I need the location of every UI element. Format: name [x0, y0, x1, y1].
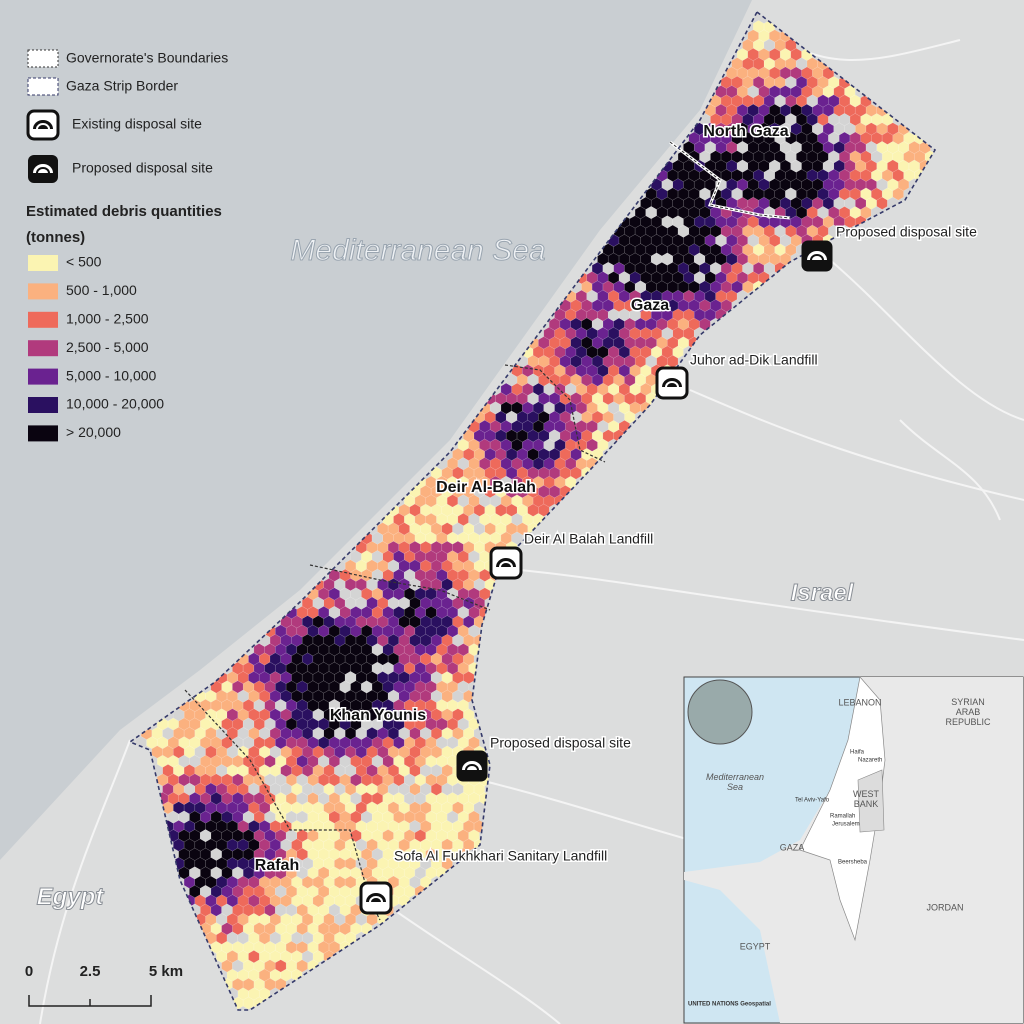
inset-israel	[799, 676, 886, 942]
legend-label: 2,500 - 5,000	[66, 339, 149, 355]
legend-swatch	[28, 340, 58, 357]
governorate-boundary	[669, 141, 791, 219]
governorate-label: Deir Al-Balah	[436, 479, 536, 496]
scale-bar: 0 2.5 5 km	[25, 963, 183, 1007]
legend-label: 5,000 - 10,000	[66, 367, 157, 383]
inset-west-bank	[857, 769, 885, 833]
inset-country: JORDAN	[926, 902, 963, 912]
site-label: Sofa Al Fukhkhari Sanitary Landfill	[394, 848, 607, 864]
legend-label: > 20,000	[66, 424, 121, 440]
sea	[0, 0, 752, 860]
legend-swatch	[28, 255, 58, 271]
legend-label: Proposed disposal site	[72, 160, 213, 176]
country-label: Israel	[791, 579, 855, 606]
legend-swatch	[28, 425, 58, 442]
scale-label: 2.5	[80, 963, 101, 980]
legend-label: 1,000 - 2,500	[66, 311, 149, 327]
legend-label: Existing disposal site	[72, 116, 202, 132]
legend-label: Gaza Strip Border	[66, 78, 178, 94]
legend-swatch	[27, 49, 59, 68]
legend-swatch	[27, 77, 59, 96]
inset-country: WEST BANK	[853, 789, 880, 809]
legend-swatch	[28, 368, 58, 385]
site-label: Deir Al Balah Landfill	[524, 531, 653, 547]
inset-sea: Mediterranean Sea	[706, 772, 764, 792]
country-label: Egypt	[37, 883, 105, 910]
site-label: Proposed disposal site	[836, 224, 977, 240]
legend-swatch	[28, 397, 58, 413]
legend-swatch	[28, 311, 58, 328]
site-label: Juhor ad-Dik Landfill	[690, 352, 818, 368]
site-label: Proposed disposal site	[490, 735, 631, 751]
governorate-boundary	[309, 564, 491, 611]
sea-label: Mediterranean Sea	[290, 234, 545, 267]
governorate-label: Rafah	[255, 857, 299, 874]
scale-label: 5 km	[149, 963, 183, 980]
hex-group	[135, 38, 899, 1001]
legend-swatch	[28, 283, 58, 300]
inset-city: Tel Aviv-Yafo	[795, 798, 830, 804]
inset-country: EGYPT	[740, 941, 771, 951]
legend-label: Governorate's Boundaries	[66, 50, 228, 66]
sites: Proposed disposal site Juhor ad-Dik Landf…	[359, 222, 979, 915]
inset-country: SYRIAN ARAB REPUBLIC	[945, 697, 991, 727]
inset-city: Jerusalem	[832, 822, 860, 828]
inset-credit: UNITED NATIONS Geospatial	[688, 1002, 771, 1008]
legend-label: 500 - 1,000	[66, 282, 137, 298]
governorate-boundary	[504, 364, 606, 463]
hex-group	[178, 103, 829, 898]
inset-country: LEBANON	[838, 697, 881, 707]
scale-line	[28, 995, 152, 1007]
scale-label: 0	[25, 963, 33, 980]
inset-map: LEBANON SYRIAN ARAB REPUBLIC WEST BANK GAZA…	[683, 676, 1024, 1024]
gaza-strip-border	[128, 10, 937, 1011]
inset-globe	[687, 679, 753, 745]
legend: Governorate's Boundaries Gaza Strip Bord…	[26, 49, 228, 442]
legend-title: (tonnes)	[26, 229, 85, 246]
governorate-label: Gaza	[631, 297, 669, 314]
inset-country: GAZA	[780, 842, 805, 852]
inset-city: Nazareth	[858, 758, 882, 764]
governorate-label: Khan Younis	[330, 707, 426, 724]
inset-city: Beersheba	[838, 860, 868, 866]
inset-city: Ramallah	[830, 814, 855, 820]
legend-label: < 500	[66, 254, 102, 270]
governorate-label: North Gaza	[703, 123, 788, 140]
legend-title: Estimated debris quantities	[26, 203, 222, 220]
inset-city: Haifa	[850, 750, 865, 756]
legend-label: 10,000 - 20,000	[66, 396, 164, 412]
